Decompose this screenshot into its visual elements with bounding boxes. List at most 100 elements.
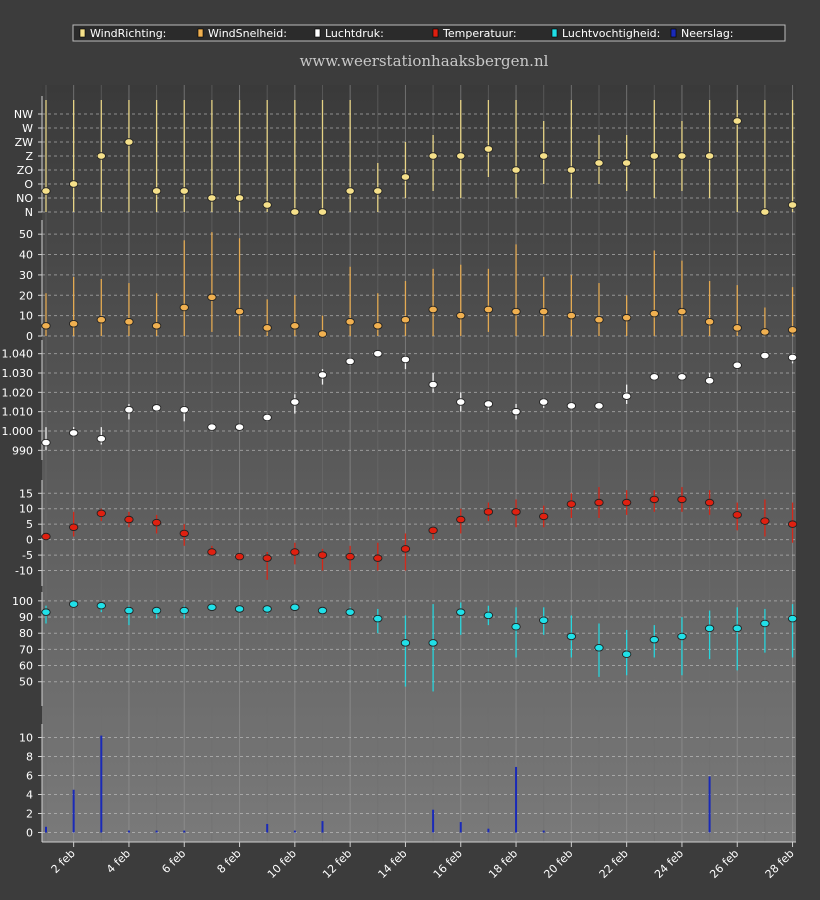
data-point xyxy=(704,317,715,326)
data-point xyxy=(234,605,245,613)
rain-bar xyxy=(266,823,269,833)
data-point xyxy=(456,311,466,320)
data-point xyxy=(151,187,162,195)
y-tick-label: -5 xyxy=(22,549,33,562)
data-point xyxy=(566,632,576,641)
rain-bar xyxy=(100,735,103,833)
data-point xyxy=(41,322,51,330)
data-point xyxy=(677,307,687,316)
data-point xyxy=(539,512,549,521)
data-point xyxy=(207,423,217,431)
data-point xyxy=(234,194,245,202)
data-point xyxy=(69,180,79,188)
data-point xyxy=(566,166,576,174)
data-point xyxy=(290,398,300,406)
y-tick-label: 10 xyxy=(19,503,33,516)
grid xyxy=(45,85,794,842)
data-point xyxy=(290,322,300,330)
panel-windsnelheid: 0 10 20 30 40 50 xyxy=(19,220,798,343)
data-point xyxy=(373,554,383,562)
data-point xyxy=(317,208,328,216)
data-point xyxy=(69,320,79,328)
data-point xyxy=(151,404,162,412)
y-tick-label: 4 xyxy=(26,789,33,802)
y-tick-label: 20 xyxy=(19,289,33,302)
data-point xyxy=(345,608,355,616)
legend-swatch xyxy=(197,28,204,38)
data-point xyxy=(96,601,106,610)
data-point xyxy=(539,398,549,406)
y-tick-label: -10 xyxy=(15,565,33,578)
data-point xyxy=(179,529,189,538)
rain-bar xyxy=(459,822,462,833)
data-point xyxy=(41,438,51,447)
data-point xyxy=(760,517,770,525)
y-tick-label: 6 xyxy=(26,770,33,783)
rain-bar xyxy=(155,830,158,833)
data-point xyxy=(704,152,715,160)
data-point xyxy=(290,603,300,612)
data-point xyxy=(704,624,715,633)
y-tick-label: 1.010 xyxy=(2,406,34,419)
rain-bar xyxy=(127,830,130,833)
y-tick-label: W xyxy=(22,122,33,135)
data-point xyxy=(594,498,604,507)
legend-swatch xyxy=(79,28,86,38)
y-tick-label: O xyxy=(24,178,33,191)
y-tick-label: 70 xyxy=(19,643,33,656)
data-point xyxy=(179,187,189,195)
data-point xyxy=(622,313,632,322)
data-point xyxy=(456,608,466,616)
data-point xyxy=(539,307,549,316)
data-point xyxy=(262,413,272,422)
data-point xyxy=(483,400,494,408)
y-tick-label: 8 xyxy=(26,751,33,764)
data-point xyxy=(649,495,659,504)
y-tick-label: 90 xyxy=(19,611,33,624)
data-point xyxy=(400,315,411,324)
y-tick-label: 100 xyxy=(12,595,33,608)
data-point xyxy=(622,650,632,658)
data-point xyxy=(317,606,328,615)
data-point xyxy=(649,309,659,318)
legend-label: Luchtvochtigheid: xyxy=(562,27,660,40)
data-point xyxy=(262,201,272,209)
data-point xyxy=(262,554,272,562)
data-point xyxy=(594,644,604,652)
data-point xyxy=(400,639,411,647)
legend-label: Neerslag: xyxy=(681,27,734,40)
data-point xyxy=(511,622,521,631)
data-point xyxy=(511,508,521,516)
data-point xyxy=(96,152,106,160)
data-point xyxy=(345,357,355,366)
data-point xyxy=(234,307,245,316)
data-point xyxy=(677,373,687,381)
y-tick-label: 0 xyxy=(26,330,33,343)
legend-swatch xyxy=(551,28,558,38)
data-point xyxy=(69,600,79,608)
y-tick-label: NW xyxy=(14,108,33,121)
legend-label: WindSnelheid: xyxy=(208,27,287,40)
rain-bar xyxy=(542,830,545,833)
rain-bar xyxy=(487,828,490,833)
data-point xyxy=(483,611,494,620)
data-point xyxy=(207,603,217,612)
y-tick-label: ZO xyxy=(17,164,34,177)
data-point xyxy=(207,293,217,302)
data-point xyxy=(594,402,604,410)
data-point xyxy=(179,303,189,312)
y-tick-label: 10 xyxy=(19,310,33,323)
data-point xyxy=(373,187,383,195)
y-tick-label: 1.000 xyxy=(2,425,34,438)
data-point xyxy=(345,552,355,561)
data-point xyxy=(566,311,576,320)
data-point xyxy=(787,201,798,209)
data-point xyxy=(732,117,742,125)
data-point xyxy=(373,322,383,330)
legend-swatch xyxy=(432,28,439,38)
data-point xyxy=(317,371,328,379)
data-point xyxy=(373,349,383,358)
y-tick-label: 30 xyxy=(19,269,33,282)
y-tick-label: 60 xyxy=(19,660,33,673)
